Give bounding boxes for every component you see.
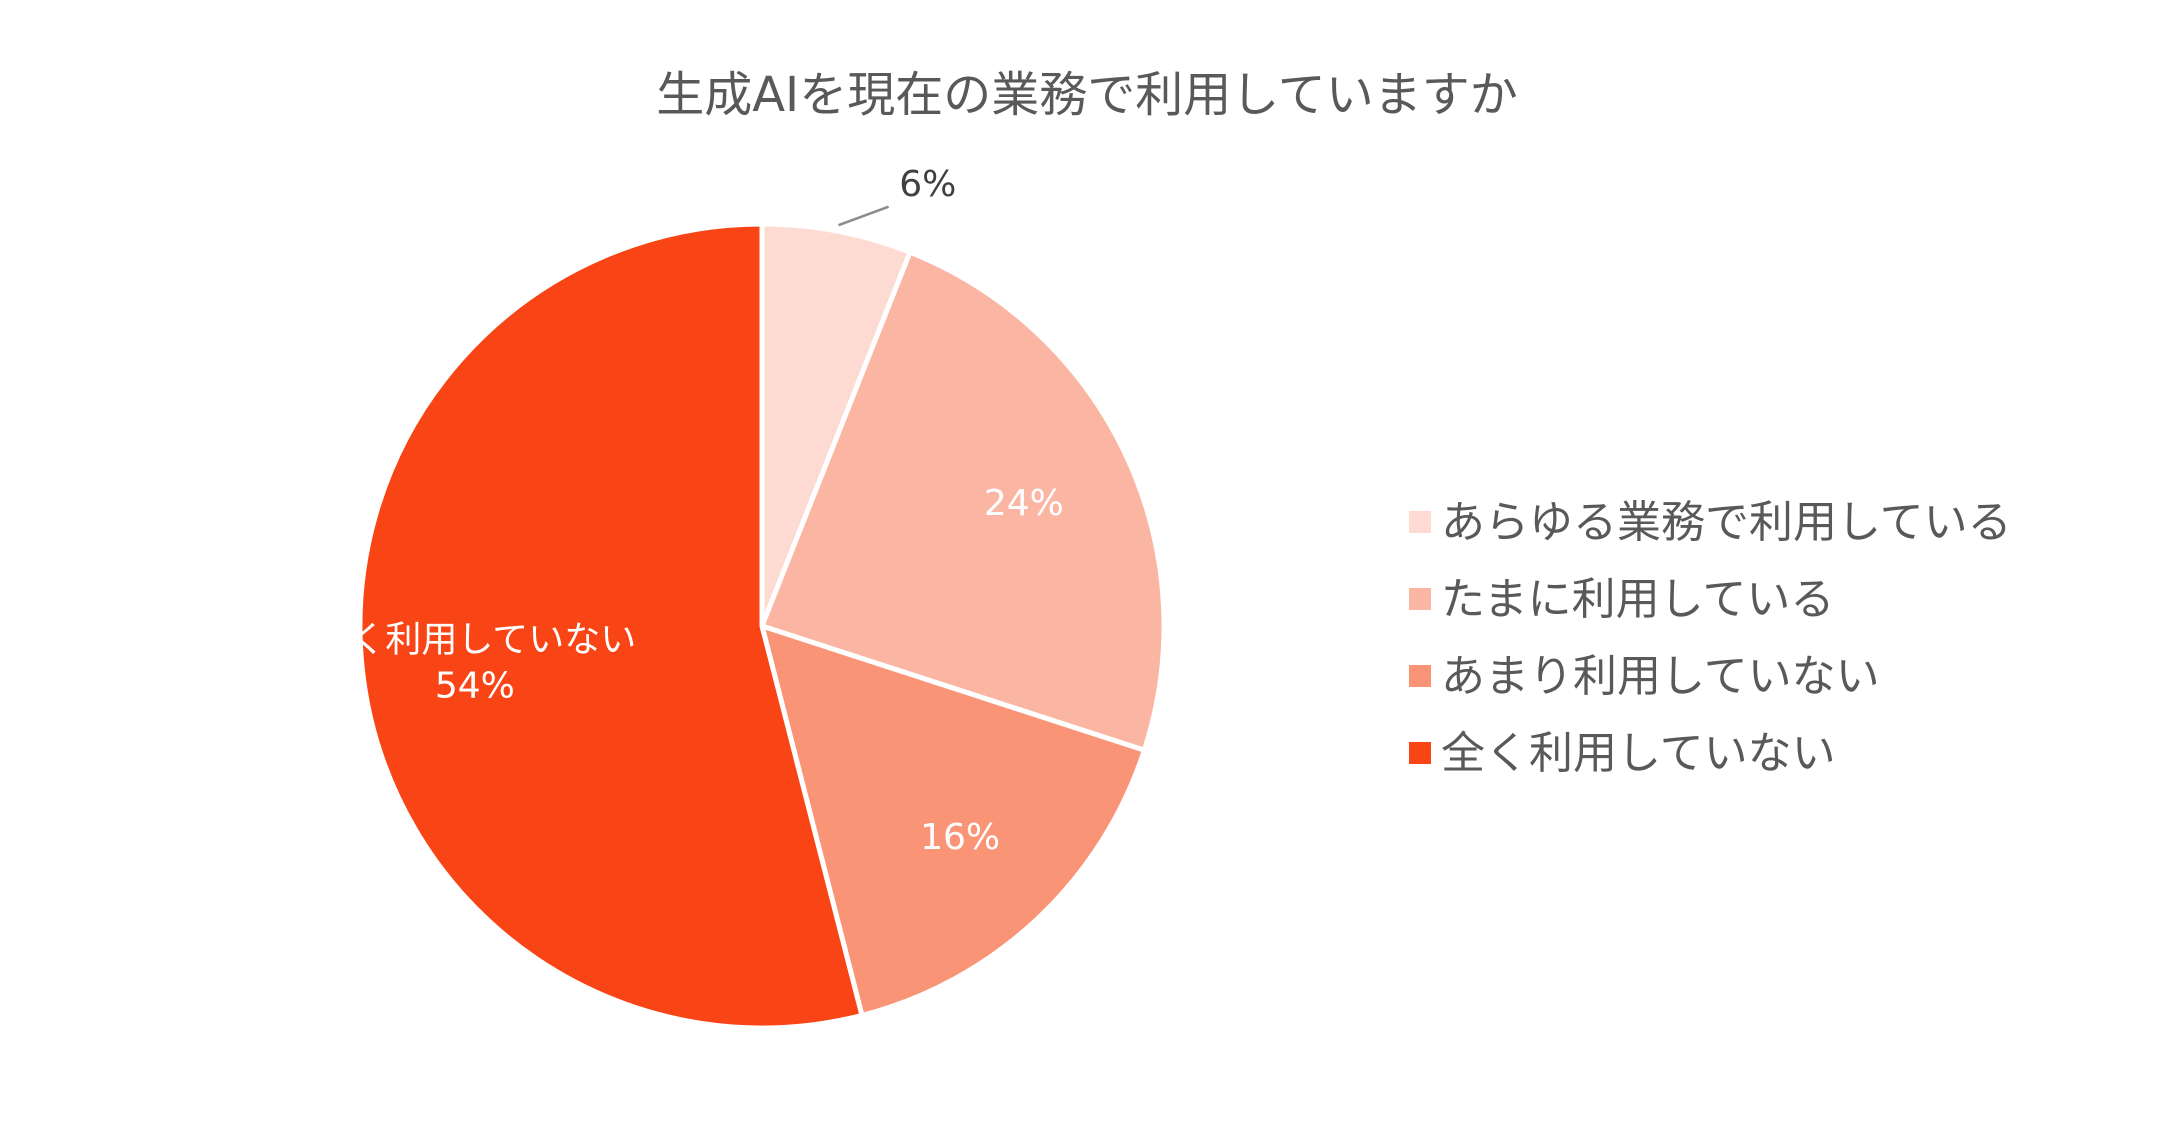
data-label-line: 54% — [435, 665, 515, 706]
legend-label-2: たまに利用している — [1441, 574, 1834, 625]
pie-slices — [357, 221, 1167, 1031]
legend-swatch-4 — [1409, 742, 1431, 764]
pie-slice-1 — [759, 221, 913, 629]
pie-slice-2 — [759, 249, 1167, 753]
legend-label-1: あらゆる業務で利用している — [1441, 497, 2012, 548]
data-label-line: 全く利用していない — [313, 619, 636, 660]
pie-slice-4 — [357, 221, 865, 1031]
legend-swatch-1 — [1409, 511, 1431, 533]
leader-line-1 — [838, 205, 890, 227]
data-label-3: 16% — [920, 817, 1000, 858]
legend-label-4: 全く利用していない — [1441, 728, 1836, 779]
pie-data-labels: 6% 24% 16% 全く利用していない 54% — [313, 164, 1064, 858]
data-label-line: 16% — [920, 817, 1000, 858]
chart-legend: あらゆる業務で利用しているたまに利用しているあまり利用していない全く利用していな… — [1409, 497, 2012, 779]
data-label-line: 24% — [984, 483, 1064, 524]
legend-label-3: あまり利用していない — [1441, 651, 1880, 702]
data-label-1: 6% — [899, 164, 956, 205]
data-label-4: 全く利用していない 54% — [313, 619, 636, 706]
chart-title: 生成AIを現在の業務で利用していますか — [656, 67, 1518, 123]
pie-slice-3 — [759, 623, 1147, 1018]
legend-swatch-3 — [1409, 665, 1431, 687]
data-label-2: 24% — [984, 483, 1064, 524]
legend-swatch-2 — [1409, 588, 1431, 610]
